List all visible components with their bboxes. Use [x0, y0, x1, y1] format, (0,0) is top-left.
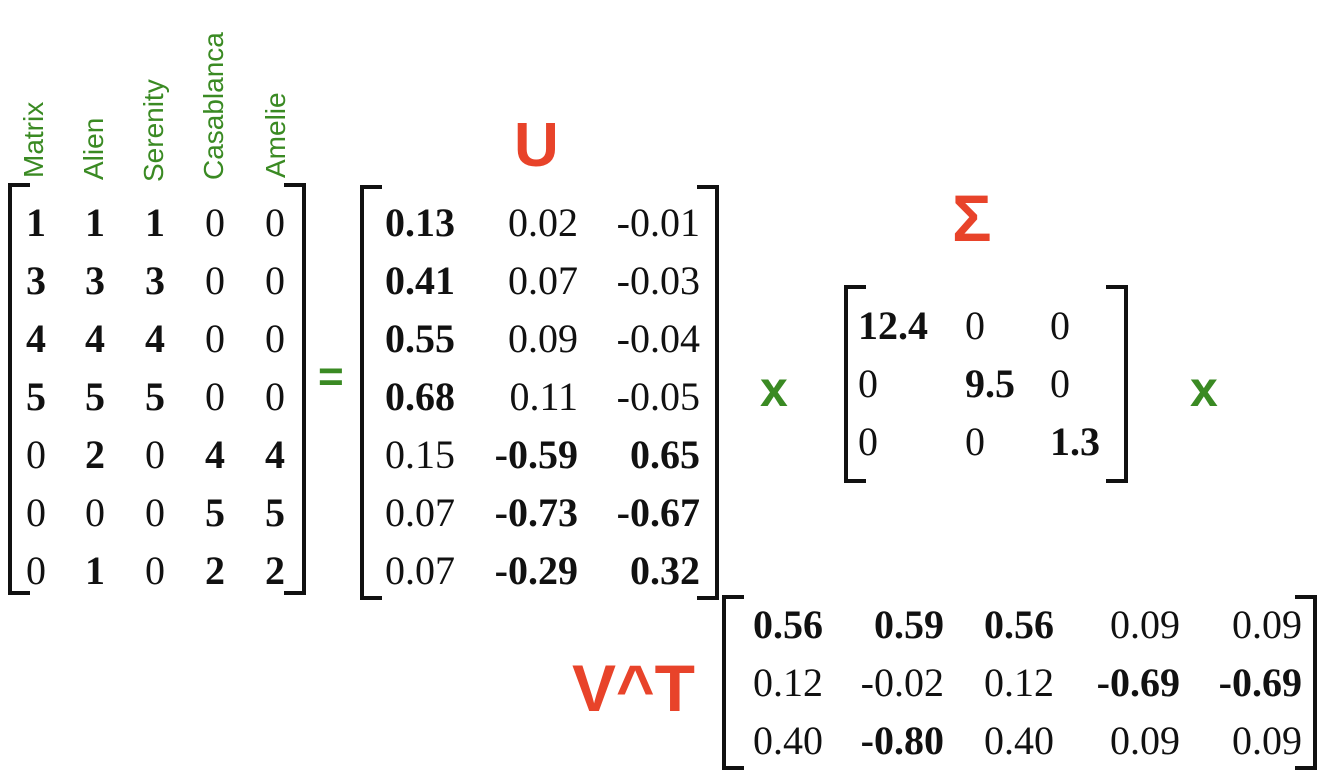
matrix-a-left-bracket	[8, 183, 30, 595]
matrix-a-cell: 0	[145, 548, 165, 593]
matrix-a-right-bracket	[284, 183, 306, 595]
matrix-a-cell: 0	[145, 432, 165, 477]
matrix-vt-cell: 0.09	[1232, 718, 1302, 763]
matrix-a-cell: 5	[85, 374, 105, 419]
movie-label: Serenity	[138, 79, 169, 182]
matrix-a-cell: 2	[85, 432, 105, 477]
matrix-a-cell: 4	[205, 432, 225, 477]
matrix-u-cell: 0.68	[385, 374, 455, 419]
matrix-a-cell: 5	[145, 374, 165, 419]
matrix-a-cell: 0	[26, 490, 46, 535]
matrix-vt-cell: 0.56	[753, 602, 823, 647]
matrix-vt-cell: 0.40	[753, 718, 823, 763]
matrix-u-cell: 0.07	[385, 548, 455, 593]
matrix-a-cell: 0	[205, 200, 225, 245]
matrix-a-cell: 3	[26, 258, 46, 303]
matrix-u-cell: 0.02	[508, 200, 578, 245]
matrix-sigma-cell: 0	[858, 419, 878, 464]
matrix-vt-right-bracket	[1295, 595, 1317, 770]
matrix-u-cell: -0.03	[616, 258, 700, 303]
matrix-vt-cell: -0.80	[860, 718, 944, 763]
matrix-vt-cell: 0.09	[1110, 718, 1180, 763]
matrix-u-cell: -0.73	[494, 490, 578, 535]
matrix-a-cell: 0	[145, 490, 165, 535]
matrix-sigma-cell: 1.3	[1050, 419, 1100, 464]
matrix-sigma-cell: 0	[858, 361, 878, 406]
matrix-a-cell: 1	[26, 200, 46, 245]
times-sign-1: x	[760, 361, 788, 417]
matrix-u-cell: 0.32	[630, 548, 700, 593]
matrix-a-cell: 5	[26, 374, 46, 419]
matrix-a-cell: 4	[265, 432, 285, 477]
equals-sign: =	[318, 352, 344, 401]
matrix-u-cell: -0.05	[616, 374, 700, 419]
u-label: U	[514, 111, 559, 180]
matrix-a-cell: 4	[145, 316, 165, 361]
matrix-vt-cell: -0.02	[860, 660, 944, 705]
matrix-a-cell: 0	[26, 548, 46, 593]
matrix-a-cell: 0	[205, 258, 225, 303]
matrix-u-cell: 0.13	[385, 200, 455, 245]
matrix-vt-cell: 0.12	[753, 660, 823, 705]
vt-label: V^T	[572, 651, 695, 725]
matrix-u-cell: -0.04	[616, 316, 700, 361]
matrix-sigma-right-bracket	[1106, 285, 1128, 483]
matrix-a-cell: 0	[85, 490, 105, 535]
matrix-a-cell: 0	[265, 316, 285, 361]
matrix-u-cell: -0.67	[616, 490, 700, 535]
matrix-u-cell: 0.65	[630, 432, 700, 477]
matrix-u-cell: 0.41	[385, 258, 455, 303]
matrix-vt-cell: 0.12	[984, 660, 1054, 705]
matrix-u-cell: -0.29	[494, 548, 578, 593]
matrix-vt-cell: -0.69	[1096, 660, 1180, 705]
matrix-a-cell: 5	[265, 490, 285, 535]
matrix-a-cell: 0	[205, 374, 225, 419]
matrix-vt-cell: 0.09	[1110, 602, 1180, 647]
matrix-u-right-bracket	[697, 185, 719, 600]
matrix-a-cell: 3	[145, 258, 165, 303]
matrix-a-cell: 0	[265, 374, 285, 419]
matrix-a-cell: 3	[85, 258, 105, 303]
matrix-vt-left-bracket	[722, 595, 744, 770]
matrix-a-cell: 2	[205, 548, 225, 593]
movie-label: Amelie	[260, 92, 291, 178]
matrix-sigma-cell: 0	[965, 419, 985, 464]
sigma-label: Σ	[952, 181, 992, 255]
matrix-u-cell: 0.55	[385, 316, 455, 361]
matrix-sigma-cell: 0	[1050, 303, 1070, 348]
matrix-u-cell: 0.07	[385, 490, 455, 535]
matrix-sigma-cell: 0	[1050, 361, 1070, 406]
matrix-u-cell: 0.07	[508, 258, 578, 303]
matrix-a-cell: 1	[85, 548, 105, 593]
matrix-vt-cell: 0.40	[984, 718, 1054, 763]
matrix-a-cell: 2	[265, 548, 285, 593]
matrix-a-cell: 0	[205, 316, 225, 361]
matrix-a-cell: 4	[85, 316, 105, 361]
matrix-a-cell: 1	[85, 200, 105, 245]
matrix-vt-cell: 0.09	[1232, 602, 1302, 647]
movie-label: Alien	[78, 117, 109, 180]
matrix-sigma-left-bracket	[844, 285, 866, 483]
matrix-u-cell: 0.09	[508, 316, 578, 361]
matrix-a-cell: 1	[145, 200, 165, 245]
matrix-sigma-cell: 12.4	[858, 303, 928, 348]
matrix-sigma-cell: 0	[965, 303, 985, 348]
matrix-u-cell: 0.11	[509, 374, 578, 419]
matrix-u-left-bracket	[360, 185, 382, 600]
matrix-vt-cell: -0.69	[1218, 660, 1302, 705]
matrix-u-cell: 0.15	[385, 432, 455, 477]
matrix-a-cell: 5	[205, 490, 225, 535]
matrix-vt-cell: 0.56	[984, 602, 1054, 647]
movie-label: Matrix	[18, 101, 49, 178]
matrix-sigma-cell: 9.5	[965, 361, 1015, 406]
times-sign-2: x	[1190, 361, 1218, 417]
movie-label: Casablanca	[198, 32, 229, 180]
matrix-u-cell: -0.01	[616, 200, 700, 245]
matrix-a-cell: 4	[26, 316, 46, 361]
matrix-a-cell: 0	[26, 432, 46, 477]
matrix-u-cell: -0.59	[494, 432, 578, 477]
matrix-vt-cell: 0.59	[874, 602, 944, 647]
matrix-a-cell: 0	[265, 258, 285, 303]
matrix-a-cell: 0	[265, 200, 285, 245]
